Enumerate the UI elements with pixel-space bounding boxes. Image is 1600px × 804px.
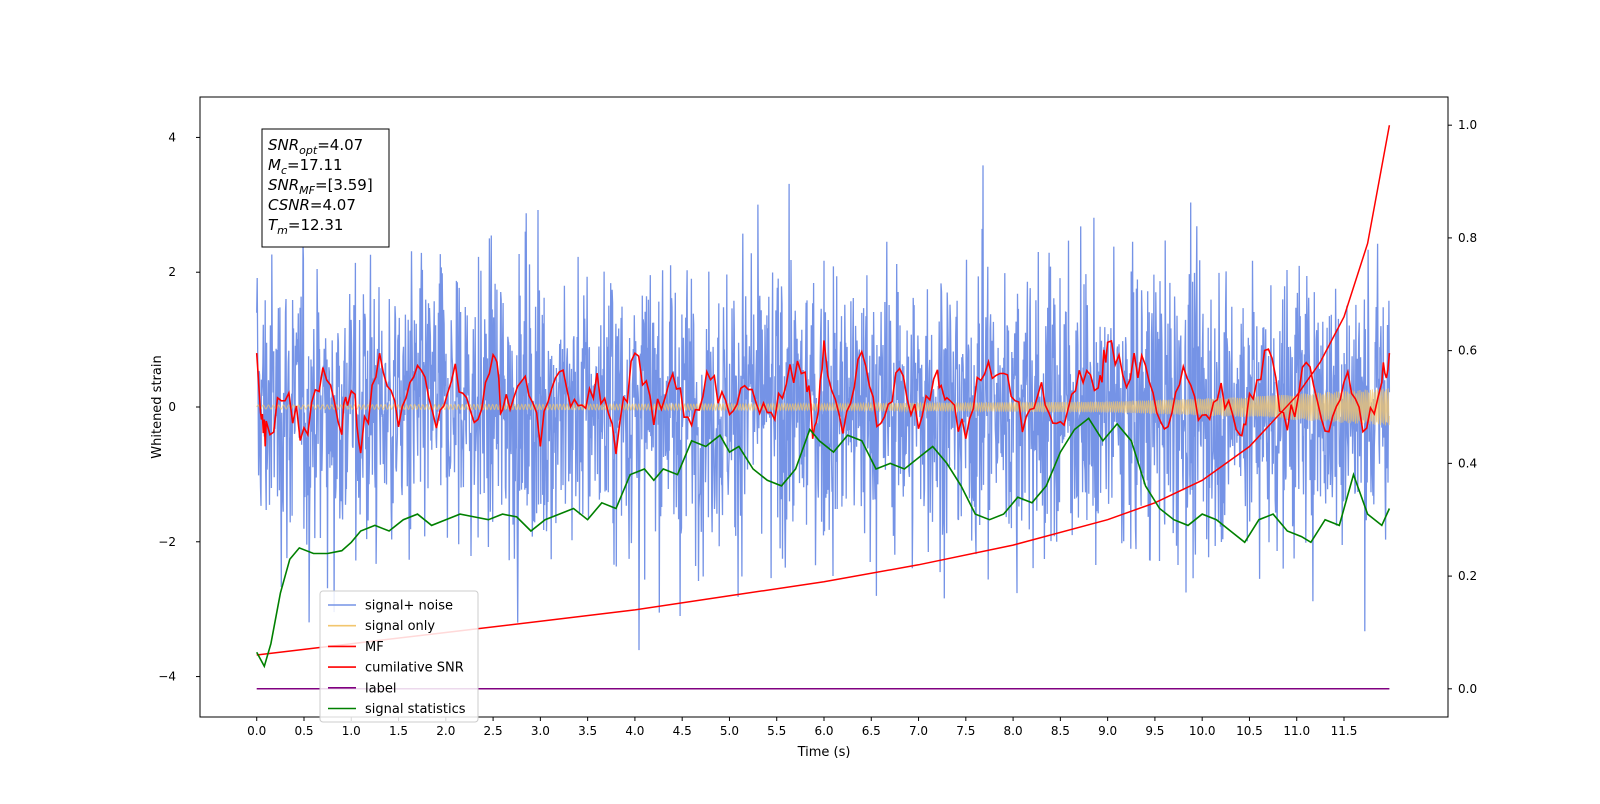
- annotation-line: CSNR=4.07: [268, 196, 356, 214]
- y-tick-label: 4: [168, 130, 176, 144]
- legend-label: signal statistics: [365, 702, 466, 717]
- legend-label: cumilative SNR: [365, 661, 464, 676]
- y2-tick-label: 0.0: [1458, 682, 1477, 696]
- x-tick-label: 1.0: [342, 724, 361, 738]
- legend-label: signal only: [365, 619, 435, 634]
- annotation-line: Mc=17.11: [268, 156, 343, 177]
- y-tick-label: 0: [168, 400, 176, 414]
- x-tick-label: 8.5: [1051, 724, 1070, 738]
- axes: 0.0 0.5 1.0 1.5 2.0 2.5 3.0 3.5 4.0 4.5 5.0 5.5 6.0 6…: [158, 118, 1477, 738]
- x-tick-label: 3.5: [578, 724, 597, 738]
- annotation-line: Tm=12.31: [268, 216, 343, 237]
- x-tick-label: 9.0: [1098, 724, 1117, 738]
- annotation-line: SNRMF=[3.59]: [268, 176, 373, 197]
- series-signal-noise: [256, 165, 1391, 651]
- series-cumulative-snr: [256, 125, 1391, 656]
- series-signal-only: [256, 388, 1390, 426]
- legend-frame: [319, 590, 479, 723]
- series-group: [255, 125, 1391, 690]
- x-tick-label: 0.0: [247, 724, 266, 738]
- x-tick-label: 7.5: [956, 724, 975, 738]
- annotation-line: SNRopt=4.07: [268, 136, 363, 157]
- x-tick-label: 11.0: [1283, 724, 1310, 738]
- annotation-frame: [261, 128, 390, 248]
- y2-tick-label: 1.0: [1458, 118, 1477, 132]
- legend-label: label: [365, 681, 396, 696]
- x-tick-label: 5.5: [767, 724, 786, 738]
- x-tick-label: 4.5: [673, 724, 692, 738]
- y-tick-label: −4: [158, 670, 176, 684]
- legend: signal+ noise signal only MF cumilative SNR…: [319, 590, 479, 723]
- x-tick-label: 0.5: [294, 724, 313, 738]
- y-axis-label: Whitened strain: [150, 355, 165, 458]
- x-tick-label: 2.5: [484, 724, 503, 738]
- x-tick-label: 6.5: [862, 724, 881, 738]
- x-tick-label: 10.0: [1189, 724, 1216, 738]
- x-tick-label: 6.0: [814, 724, 833, 738]
- y2-tick-label: 0.4: [1458, 456, 1477, 470]
- x-axis-label: Time (s): [797, 745, 851, 760]
- plot-area: [255, 125, 1391, 690]
- x-tick-label: 2.0: [436, 724, 455, 738]
- y2-tick-label: 0.6: [1458, 344, 1477, 358]
- x-tick-label: 5.0: [720, 724, 739, 738]
- series-mf: [255, 339, 1391, 455]
- legend-label: MF: [365, 640, 384, 655]
- legend-label: signal+ noise: [365, 599, 453, 614]
- x-tick-label: 1.5: [389, 724, 408, 738]
- annotation-box: SNRopt=4.07Mc=17.11SNRMF=[3.59]CSNR=4.07…: [261, 128, 390, 248]
- x-tick-label: 4.0: [625, 724, 644, 738]
- x-tick-label: 8.0: [1004, 724, 1023, 738]
- series-signal-statistics: [255, 417, 1391, 669]
- x-tick-label: 11.5: [1331, 724, 1358, 738]
- x-tick-label: 3.0: [531, 724, 550, 738]
- y2-tick-label: 0.2: [1458, 569, 1477, 583]
- y2-tick-label: 0.8: [1458, 231, 1477, 245]
- y-tick-label: 2: [168, 265, 176, 279]
- y-tick-label: −2: [158, 535, 176, 549]
- x-tick-label: 7.0: [909, 724, 928, 738]
- x-tick-label: 9.5: [1145, 724, 1164, 738]
- x-tick-label: 10.5: [1236, 724, 1263, 738]
